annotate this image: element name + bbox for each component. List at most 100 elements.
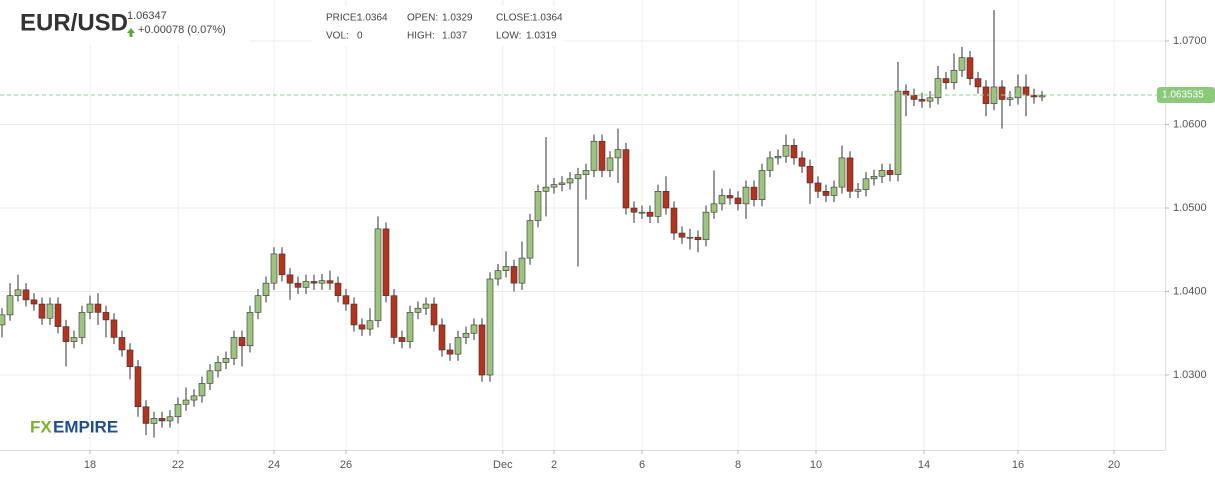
candles <box>0 10 1046 438</box>
candle-body <box>1006 97 1014 100</box>
candle-body <box>0 314 6 326</box>
candle-body <box>230 337 238 359</box>
candle-body <box>398 337 406 342</box>
candle-body <box>926 97 934 102</box>
x-tick-label: 8 <box>735 459 741 471</box>
info-value: 1.0364 <box>532 13 563 24</box>
candle-body <box>942 78 950 84</box>
info-value: 1.0319 <box>526 31 557 42</box>
candle-body <box>534 191 542 221</box>
candle-body <box>1014 86 1022 99</box>
candle-body <box>182 399 190 405</box>
candle-body <box>958 57 966 71</box>
candle-body <box>478 324 486 376</box>
candle-body <box>142 406 150 424</box>
candle-body <box>86 303 94 313</box>
candle-body <box>998 86 1006 100</box>
candle-body <box>134 366 142 408</box>
candle-body <box>1022 86 1030 96</box>
candle-body <box>758 170 766 200</box>
candle-body <box>494 270 502 280</box>
candle-body <box>454 337 462 355</box>
info-value: 0 <box>357 31 363 42</box>
x-tick-label: 6 <box>639 459 645 471</box>
candle-body <box>782 145 790 157</box>
x-tick-label: 20 <box>1108 459 1120 471</box>
x-tick-label: 22 <box>172 459 184 471</box>
candle-body <box>462 332 470 338</box>
last-price-tag <box>1157 86 1215 103</box>
x-tick-label: 16 <box>1012 459 1024 471</box>
candle-body <box>630 207 638 213</box>
last-price-label: 1.063535 <box>1162 90 1204 101</box>
candle-body <box>974 78 982 88</box>
info-label: OPEN: <box>407 13 438 24</box>
candle-body <box>422 303 430 309</box>
candle-body <box>190 395 198 401</box>
candle-body <box>734 197 742 205</box>
candle-body <box>934 78 942 99</box>
candle-body <box>278 253 286 276</box>
candle-body <box>94 303 102 313</box>
change: +0.00078 (0.07%) <box>138 24 226 36</box>
candle-body <box>158 418 166 422</box>
candle-body <box>302 281 310 288</box>
candle-body <box>166 416 174 422</box>
candle-body <box>70 337 78 342</box>
candle-body <box>830 186 838 196</box>
candle-body <box>750 186 758 200</box>
candle-body <box>1030 94 1038 98</box>
candle-body <box>790 145 798 159</box>
candle-body <box>814 182 822 192</box>
candle-body <box>558 182 566 185</box>
candle-body <box>366 320 374 330</box>
candle-body <box>566 178 574 184</box>
info-label: HIGH: <box>407 31 435 42</box>
y-tick-label: 1.0300 <box>1173 369 1207 381</box>
candle-body <box>590 140 598 171</box>
candle-body <box>582 170 590 175</box>
candle-body <box>510 266 518 284</box>
candle-body <box>374 228 382 322</box>
x-tick-label: 18 <box>84 459 96 471</box>
candle-body <box>710 203 718 213</box>
candle-body <box>966 57 974 79</box>
candle-body <box>718 195 726 205</box>
candle-body <box>774 155 782 159</box>
candle-body <box>446 349 454 355</box>
candle-body <box>350 303 358 326</box>
candle-body <box>174 403 182 418</box>
y-tick-label: 1.0500 <box>1173 202 1207 214</box>
candle-body <box>294 282 302 288</box>
candle-body <box>598 140 606 171</box>
candle-body <box>318 280 326 284</box>
candle-body <box>638 211 646 214</box>
candle-body <box>654 191 662 217</box>
candle-body <box>126 349 134 367</box>
chart-title: EUR/USD <box>20 9 128 36</box>
info-value: 1.0329 <box>442 13 473 24</box>
x-tick-label: Dec <box>493 459 513 471</box>
candle-body <box>342 295 350 305</box>
candle-body <box>198 383 206 397</box>
x-tick-label: 10 <box>810 459 822 471</box>
candle-body <box>206 370 214 384</box>
candle-body <box>38 303 46 319</box>
axis-border <box>0 450 1165 451</box>
candle-body <box>678 232 686 238</box>
axis-border <box>1165 0 1166 450</box>
candle-body <box>1038 94 1046 98</box>
candle-body <box>846 157 854 192</box>
candle-body <box>14 289 22 296</box>
info-label: VOL: <box>326 31 349 42</box>
candle-body <box>326 280 334 284</box>
price: 1.06347 <box>127 10 167 22</box>
x-tick-label: 14 <box>918 459 930 471</box>
header-bg <box>0 0 250 45</box>
logo-empire: EMPIRE <box>53 417 118 436</box>
candle-body <box>662 191 670 209</box>
candle-body <box>334 282 342 296</box>
candle-body <box>214 362 222 372</box>
